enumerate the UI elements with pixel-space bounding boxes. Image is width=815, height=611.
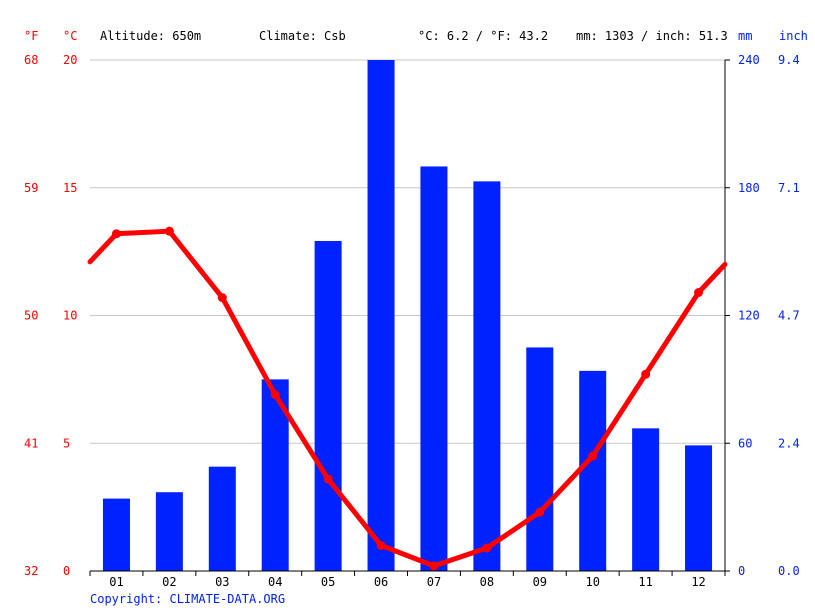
temperature-point <box>111 229 121 239</box>
precipitation-bar <box>155 492 183 571</box>
precipitation-bar <box>420 166 448 572</box>
temperature-point <box>641 369 651 379</box>
precipitation-bar <box>367 60 395 571</box>
axes <box>89 59 730 576</box>
month-tick-label: 10 <box>585 575 599 589</box>
inch-tick-label: 2.4 <box>778 436 800 450</box>
precipitation-bar <box>314 240 342 571</box>
month-tick-label: 07 <box>427 575 441 589</box>
fahrenheit-tick-label: 50 <box>24 309 38 323</box>
celsius-tick-label: 15 <box>63 181 77 195</box>
mm-tick-label: 180 <box>738 181 760 195</box>
copyright-link[interactable]: Copyright: CLIMATE-DATA.ORG <box>90 592 285 606</box>
altitude-label: Altitude: 650m <box>100 29 201 43</box>
temperature-line-group <box>87 226 728 571</box>
celsius-tick-label: 20 <box>63 53 77 67</box>
month-tick-label: 03 <box>215 575 229 589</box>
inch-tick-label: 4.7 <box>778 309 800 323</box>
mm-unit-label: mm <box>738 29 752 43</box>
precipitation-bar <box>579 370 607 571</box>
annual-precipitation-label: mm: 1303 / inch: 51.3 <box>576 29 728 43</box>
month-tick-label: 02 <box>162 575 176 589</box>
temperature-point <box>535 507 545 517</box>
celsius-tick-label: 5 <box>63 436 70 450</box>
celsius-tick-label: 10 <box>63 309 77 323</box>
inch-tick-label: 7.1 <box>778 181 800 195</box>
temperature-point <box>164 226 174 236</box>
average-temperature-label: °C: 6.2 / °F: 43.2 <box>418 29 548 43</box>
month-tick-label: 04 <box>268 575 282 589</box>
month-tick-label: 06 <box>374 575 388 589</box>
mm-tick-label: 240 <box>738 53 760 67</box>
precipitation-bar <box>685 445 713 571</box>
fahrenheit-tick-label: 32 <box>24 564 38 578</box>
precipitation-bar <box>632 428 660 571</box>
fahrenheit-unit-label: °F <box>24 29 38 43</box>
mm-tick-label: 60 <box>738 436 752 450</box>
temperature-point <box>270 390 280 400</box>
precipitation-bar <box>473 181 501 572</box>
temperature-point <box>376 540 386 550</box>
precipitation-bar <box>526 347 554 571</box>
precipitation-bar <box>102 498 130 571</box>
temperature-line <box>87 228 728 569</box>
mm-tick-label: 0 <box>738 564 745 578</box>
temperature-point <box>323 474 333 484</box>
month-tick-label: 12 <box>691 575 705 589</box>
month-tick-label: 08 <box>480 575 494 589</box>
gridlines <box>90 59 725 444</box>
celsius-tick-label: 0 <box>63 564 70 578</box>
precipitation-bar <box>208 466 236 571</box>
temperature-point <box>217 293 227 303</box>
tick-labels: 32 0 0 0.0 41 5 60 2.4 50 10 120 4.7 59 15 180 7.1 68 20 2… <box>24 53 800 589</box>
temperature-point <box>588 451 598 461</box>
inch-tick-label: 0.0 <box>778 564 800 578</box>
inch-tick-label: 9.4 <box>778 53 800 67</box>
fahrenheit-tick-label: 41 <box>24 436 38 450</box>
precipitation-bars <box>102 60 713 572</box>
celsius-unit-label: °C <box>63 29 77 43</box>
month-tick-label: 01 <box>109 575 123 589</box>
mm-tick-label: 120 <box>738 309 760 323</box>
fahrenheit-tick-label: 59 <box>24 181 38 195</box>
month-tick-label: 09 <box>533 575 547 589</box>
temperature-point <box>482 543 492 553</box>
temperature-point <box>429 561 439 571</box>
climate-class-label: Climate: Csb <box>259 29 346 43</box>
month-tick-label: 05 <box>321 575 335 589</box>
temperature-point <box>694 288 704 298</box>
inch-unit-label: inch <box>779 29 808 43</box>
month-tick-label: 11 <box>638 575 652 589</box>
fahrenheit-tick-label: 68 <box>24 53 38 67</box>
